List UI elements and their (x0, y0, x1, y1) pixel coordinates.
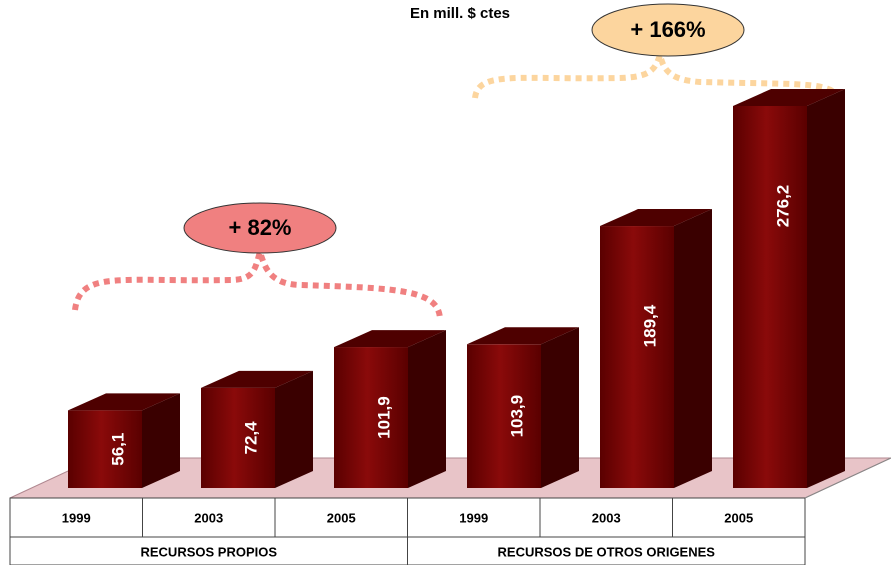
bar (334, 347, 408, 488)
value-label: 72,4 (241, 421, 260, 455)
x-tick-label: 2003 (194, 510, 223, 525)
x-tick-label: 2005 (724, 510, 753, 525)
bar-top (201, 370, 313, 388)
group-label: RECURSOS PROPIOS (140, 544, 277, 559)
value-label: 103,9 (507, 395, 526, 438)
value-label: 276,2 (773, 185, 792, 228)
brace (72, 241, 443, 321)
bar-side (807, 89, 845, 488)
bar-top (68, 393, 180, 411)
x-tick-label: 2005 (327, 510, 356, 525)
bar-side (541, 327, 579, 488)
x-tick-label: 2003 (592, 510, 621, 525)
brace (472, 44, 843, 107)
x-tick-label: 1999 (62, 510, 91, 525)
bar (600, 226, 674, 488)
bar-top (733, 89, 845, 106)
annotation-bubble (591, 3, 745, 57)
value-label: 189,4 (640, 304, 659, 347)
bar (467, 344, 541, 488)
bar-top (334, 330, 446, 348)
x-tick-label: 1999 (459, 510, 488, 525)
bar-side (674, 209, 712, 488)
bar-side (275, 370, 313, 488)
chart-title: En mill. $ ctes (410, 5, 510, 22)
annotation: + 82% (229, 215, 292, 240)
group-label: RECURSOS DE OTROS ORIGENES (498, 544, 716, 559)
annotation-bubble (183, 202, 337, 254)
bar-top (600, 209, 712, 227)
bar (68, 410, 142, 488)
bar (201, 387, 275, 488)
floor-edge (804, 457, 891, 499)
bar-top (467, 327, 579, 345)
annotation: + 166% (630, 17, 705, 42)
bar-side (408, 330, 446, 488)
bar-side (142, 393, 180, 488)
value-label: 101,9 (374, 396, 393, 439)
value-label: 56,1 (108, 433, 127, 466)
bar (733, 106, 807, 488)
